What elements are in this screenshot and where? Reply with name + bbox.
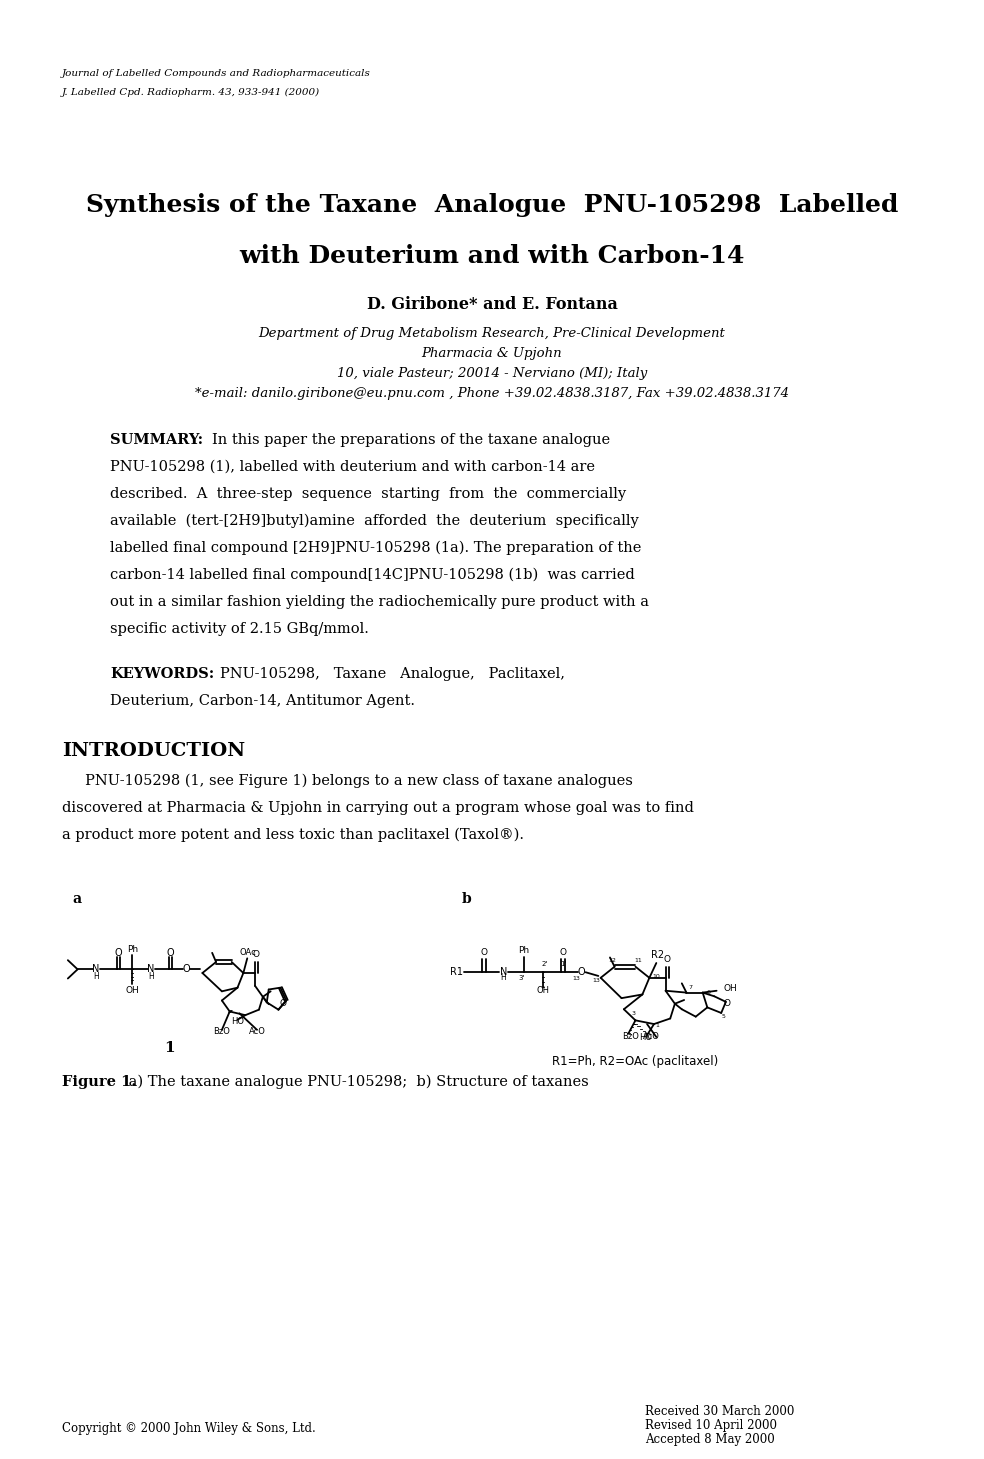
Text: Received 30 March 2000: Received 30 March 2000 [645,1405,794,1418]
Text: BzO: BzO [214,1027,230,1036]
Text: N: N [500,967,507,978]
Text: specific activity of 2.15 GBq/mmol.: specific activity of 2.15 GBq/mmol. [110,622,369,636]
Text: 10: 10 [652,973,660,979]
Text: 13: 13 [592,979,600,983]
Text: H: H [501,973,506,982]
Text: carbon-14 labelled final compound[14C]PNU-105298 (1b)  was carried: carbon-14 labelled final compound[14C]PN… [110,568,635,582]
Text: b: b [462,891,471,906]
Text: In this paper the preparations of the taxane analogue: In this paper the preparations of the ta… [212,433,610,446]
Text: 3': 3' [519,975,525,980]
Text: Pharmacia & Upjohn: Pharmacia & Upjohn [422,347,562,360]
Text: OAc: OAc [240,948,257,957]
Text: with Deuterium and with Carbon-14: with Deuterium and with Carbon-14 [239,244,745,268]
Text: Ph: Ph [127,944,138,954]
Text: 12: 12 [608,959,616,963]
Text: INTRODUCTION: INTRODUCTION [62,743,245,760]
Text: O: O [253,950,260,960]
Text: 1: 1 [164,1040,174,1055]
Text: O: O [182,964,190,975]
Text: out in a similar fashion yielding the radiochemically pure product with a: out in a similar fashion yielding the ra… [110,595,649,608]
Text: a product more potent and less toxic than paclitaxel (Taxol®).: a product more potent and less toxic tha… [62,827,524,842]
Text: Deuterium, Carbon-14, Antitumor Agent.: Deuterium, Carbon-14, Antitumor Agent. [110,694,415,708]
Text: 7: 7 [688,985,692,989]
Text: Journal of Labelled Compounds and Radiopharmaceuticals: Journal of Labelled Compounds and Radiop… [62,69,371,77]
Text: discovered at Pharmacia & Upjohn in carrying out a program whose goal was to fin: discovered at Pharmacia & Upjohn in carr… [62,801,694,816]
Text: R1=Ph, R2=OAc (paclitaxel): R1=Ph, R2=OAc (paclitaxel) [552,1055,718,1068]
Text: O: O [167,948,174,957]
Text: O: O [664,956,671,964]
Text: AcO: AcO [644,1032,660,1040]
Text: BzO: BzO [623,1032,640,1040]
Text: HO: HO [231,1017,244,1026]
Text: OH: OH [125,986,139,995]
Text: D. Giribone* and E. Fontana: D. Giribone* and E. Fontana [367,296,617,314]
Text: AcO: AcO [249,1027,266,1036]
Text: PNU-105298 (1, see Figure 1) belongs to a new class of taxane analogues: PNU-105298 (1, see Figure 1) belongs to … [62,773,633,788]
Text: a) The taxane analogue PNU-105298;  b) Structure of taxanes: a) The taxane analogue PNU-105298; b) St… [124,1075,588,1088]
Text: 1': 1' [561,961,567,967]
Text: N: N [147,964,154,975]
Text: 10, viale Pasteur; 20014 - Nerviano (MI); Italy: 10, viale Pasteur; 20014 - Nerviano (MI)… [337,368,647,379]
Text: J. Labelled Cpd. Radiopharm. 43, 933-941 (2000): J. Labelled Cpd. Radiopharm. 43, 933-941… [62,88,320,96]
Text: O: O [560,948,567,957]
Text: O: O [480,948,488,957]
Text: 5: 5 [721,1014,725,1018]
Text: PNU-105298,   Taxane   Analogue,   Paclitaxel,: PNU-105298, Taxane Analogue, Paclitaxel, [220,667,565,681]
Text: OH: OH [723,983,737,992]
Text: R2: R2 [650,950,664,960]
Text: *e-mail: danilo.giribone@eu.pnu.com , Phone +39.02.4838.3187, Fax +39.02.4838.31: *e-mail: danilo.giribone@eu.pnu.com , Ph… [195,387,789,400]
Text: 1: 1 [655,1023,659,1027]
Text: R1: R1 [450,967,463,978]
Text: 6: 6 [707,991,710,995]
Text: Figure 1.: Figure 1. [62,1075,137,1088]
Text: described.  A  three-step  sequence  starting  from  the  commercially: described. A three-step sequence startin… [110,487,626,500]
Text: O: O [114,948,122,957]
Text: Synthesis of the Taxane  Analogue  PNU-105298  Labelled: Synthesis of the Taxane Analogue PNU-105… [86,193,898,217]
Text: N: N [92,964,99,975]
Text: labelled final compound [2H9]PNU-105298 (1a). The preparation of the: labelled final compound [2H9]PNU-105298 … [110,541,642,554]
Text: O: O [279,999,286,1008]
Text: 11: 11 [634,959,642,963]
Text: Accepted 8 May 2000: Accepted 8 May 2000 [645,1433,774,1446]
Text: available  (tert-[2H9]butyl)amine  afforded  the  deuterium  specifically: available (tert-[2H9]butyl)amine afforde… [110,514,639,528]
Text: H: H [93,972,99,980]
Text: O: O [723,998,730,1008]
Text: PNU-105298 (1), labelled with deuterium and with carbon-14 are: PNU-105298 (1), labelled with deuterium … [110,460,595,474]
Text: 13: 13 [573,976,581,980]
Text: Department of Drug Metabolism Research, Pre-Clinical Development: Department of Drug Metabolism Research, … [259,327,725,340]
Text: Revised 10 April 2000: Revised 10 April 2000 [645,1420,777,1431]
Text: Ph: Ph [519,945,529,954]
Text: 2': 2' [542,961,548,967]
Text: Copyright © 2000 John Wiley & Sons, Ltd.: Copyright © 2000 John Wiley & Sons, Ltd. [62,1423,316,1436]
Text: SUMMARY:: SUMMARY: [110,433,203,446]
Text: OH: OH [536,986,549,995]
Text: a: a [72,891,81,906]
Text: HO: HO [640,1033,652,1042]
Text: H: H [148,972,154,980]
Text: KEYWORDS:: KEYWORDS: [110,667,215,681]
Text: O: O [578,967,584,978]
Text: 3: 3 [631,1011,635,1015]
